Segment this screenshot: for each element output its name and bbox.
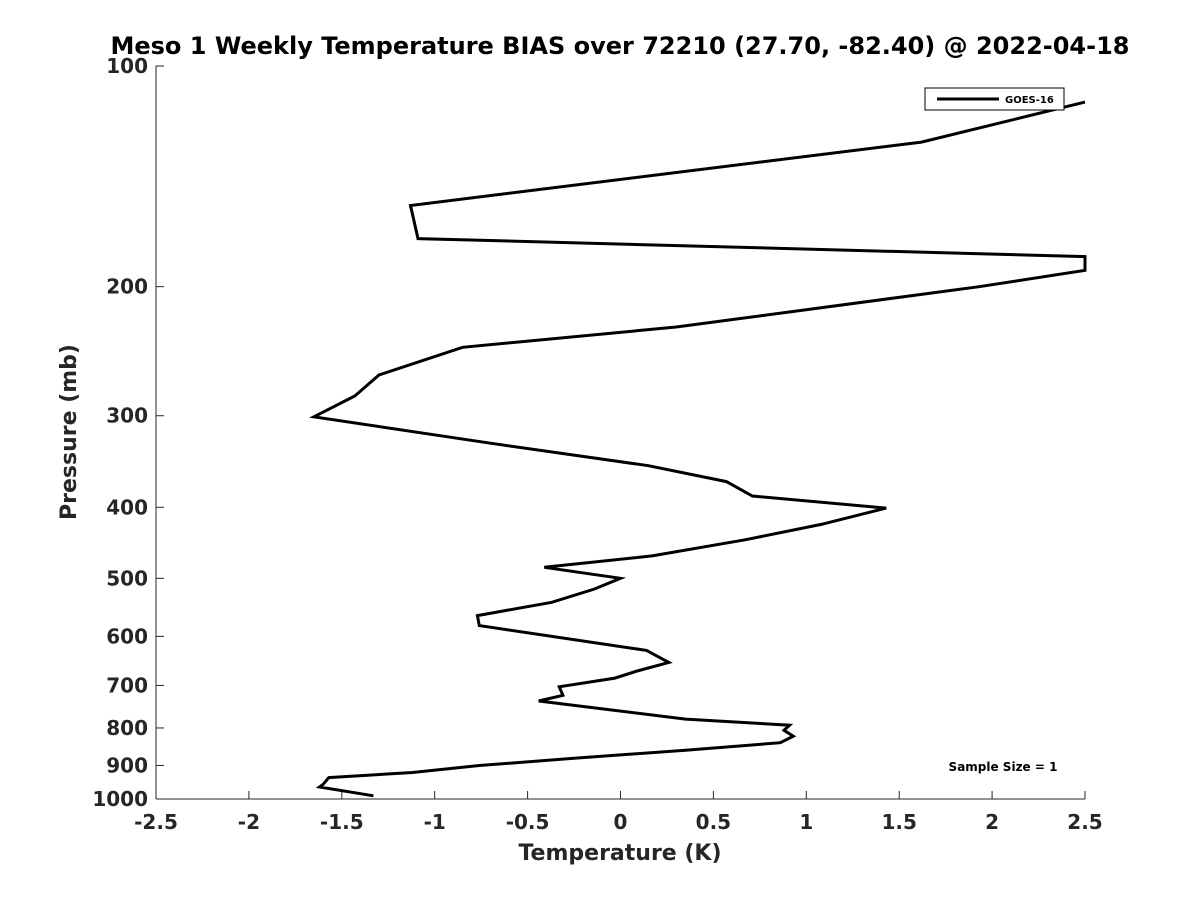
y-ticks: 100 200 300 400 500 600 700 800 900 1000 (92, 54, 164, 811)
y-axis-label: Pressure (mb) (57, 344, 82, 520)
y-tick-label: 500 (106, 566, 148, 590)
x-tick-label: 0.5 (696, 810, 731, 834)
x-tick-label: -2.5 (134, 810, 178, 834)
series-line-goes16 (309, 100, 1087, 798)
y-tick-label: 400 (106, 495, 148, 519)
legend: GOES-16 (924, 87, 1065, 111)
legend-label-goes16: GOES-16 (1005, 95, 1054, 106)
x-tick-label: -0.5 (506, 810, 550, 834)
y-tick-label: 700 (106, 673, 148, 697)
x-axis-label: Temperature (K) (518, 841, 721, 866)
x-tick-label: 0 (614, 810, 628, 834)
x-ticks: -2.5 -2 -1.5 -1 -0.5 0 0.5 1 1.5 2 2.5 (134, 791, 1103, 834)
y-tick-label: 900 (106, 753, 148, 777)
y-tick-label: 1000 (92, 787, 148, 811)
x-tick-label: -1 (424, 810, 446, 834)
y-tick-label: 800 (106, 716, 148, 740)
y-tick-label: 300 (106, 404, 148, 428)
x-tick-label: -1.5 (320, 810, 364, 834)
x-tick-label: 1 (799, 810, 813, 834)
plot-area: -2.5 -2 -1.5 -1 -0.5 0 0.5 1 1.5 2 2.5 100 200 300 40… (92, 54, 1102, 834)
y-tick-label: 200 (106, 275, 148, 299)
x-tick-label: -2 (238, 810, 260, 834)
x-tick-label: 1.5 (881, 810, 916, 834)
chart-title: Meso 1 Weekly Temperature BIAS over 7221… (110, 32, 1129, 60)
x-tick-label: 2.5 (1067, 810, 1102, 834)
y-tick-label: 600 (106, 624, 148, 648)
series-layer (309, 100, 1087, 798)
y-tick-label: 100 (106, 54, 148, 78)
sample-size-annotation: Sample Size = 1 (949, 760, 1058, 774)
x-tick-label: 2 (985, 810, 999, 834)
